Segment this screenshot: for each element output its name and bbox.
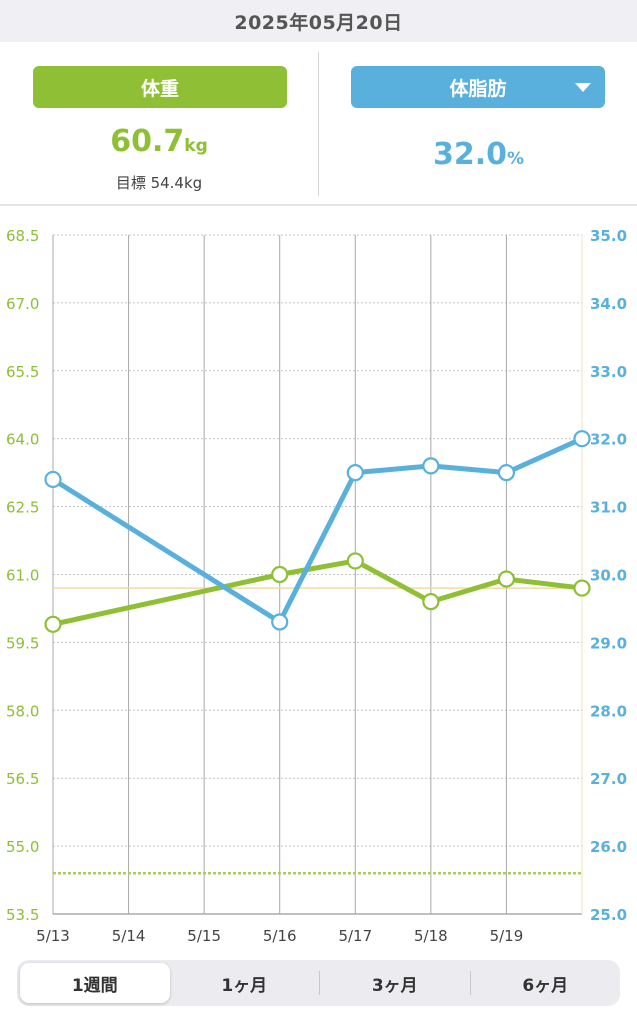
left-axis-tick-label: 68.5 [6,227,39,245]
left-axis-tick-label: 58.0 [6,702,39,720]
right-axis-tick-label: 29.0 [590,634,627,652]
left-axis-tick-label: 56.5 [6,770,39,788]
right-axis-tick-label: 35.0 [590,227,627,245]
left-axis-tick-label: 55.0 [6,838,39,856]
tab-separator [319,971,320,995]
fat-data-point [346,464,364,482]
x-axis-tick-label: 5/17 [338,927,372,945]
weight-fat-chart: 53.5 55.0 56.5 58.0 59.5 61.0 62.5 64.0 65.5 67.0… [6,227,627,945]
body-fat-dropdown-button[interactable]: 体脂肪 [351,66,605,108]
right-axis-tick-label: 28.0 [590,702,627,720]
x-axis-tick-label: 5/18 [414,927,448,945]
weight-button[interactable]: 体重 [33,66,287,108]
tab-1-month[interactable]: 1ヶ月 [221,975,268,996]
weight-data-point [573,579,591,597]
weight-panel: 体重 60.7kg 目標 54.4kg [0,42,318,204]
axis-labels: 53.5 55.0 56.5 58.0 59.5 61.0 62.5 64.0 65.5 67.0… [6,227,627,945]
fat-number: 32.0 [432,137,507,172]
chart-series [44,430,591,633]
left-axis-tick-label: 59.5 [6,634,39,652]
body-fat-button-label: 体脂肪 [449,77,507,100]
fat-data-point [497,464,516,482]
weight-data-point [271,565,289,584]
weight-unit: kg [184,136,208,156]
weight-data-point [497,570,516,588]
fat-value: 32.0% [320,137,637,172]
right-axis-tick-label: 25.0 [590,906,627,924]
right-axis-tick-label: 26.0 [590,838,627,856]
tab-3-months[interactable]: 3ヶ月 [371,975,418,996]
fat-data-point [271,613,289,631]
weight-value: 60.7kg [0,124,318,159]
weight-data-point [44,615,62,633]
left-axis-tick-label: 67.0 [6,295,39,313]
tab-1-week[interactable]: 1週間 [20,963,170,1003]
date-header: 2025年05月20日 [0,0,637,42]
fat-data-point [422,457,440,475]
weight-data-point [346,552,364,570]
x-axis-tick-label: 5/16 [263,927,297,945]
left-axis-tick-label: 61.0 [6,567,39,585]
right-axis-tick-label: 31.0 [590,499,627,517]
left-axis-tick-label: 65.5 [6,363,39,381]
header-divider [0,204,637,206]
reference-lines [53,587,582,875]
fat-unit: % [506,149,525,169]
weight-series-line [50,558,585,627]
goal-weight-label: 目標 54.4kg [115,174,203,192]
dropdown-caret-icon [575,83,591,92]
left-axis-tick-label: 53.5 [6,906,39,924]
right-axis-tick-label: 30.0 [590,567,627,585]
x-axis-tick-label: 5/14 [112,927,146,945]
tab-separator [469,971,471,995]
tab-6-months[interactable]: 6ヶ月 [522,975,569,996]
fat-panel: 体脂肪 32.0% [320,42,637,204]
panel-divider [318,52,319,196]
x-axis-tick-label: 5/13 [36,927,70,945]
x-axis-tick-label: 5/15 [187,927,221,945]
right-axis-tick-label: 32.0 [590,431,627,449]
right-axis-tick-label: 34.0 [590,295,627,313]
weight-data-point [422,593,440,611]
range-selector: 1週間 1ヶ月 3ヶ月 6ヶ月 [17,960,620,1006]
fat-series-line [50,436,585,625]
right-axis-tick-label: 33.0 [590,363,627,381]
x-axis-tick-label: 5/19 [490,927,524,945]
weight-number: 60.7 [110,124,185,159]
fat-data-point [573,430,591,448]
fat-data-point [44,470,62,489]
right-axis-tick-label: 27.0 [590,770,627,788]
left-axis-tick-label: 62.5 [6,499,39,517]
left-axis-tick-label: 64.0 [6,431,39,449]
